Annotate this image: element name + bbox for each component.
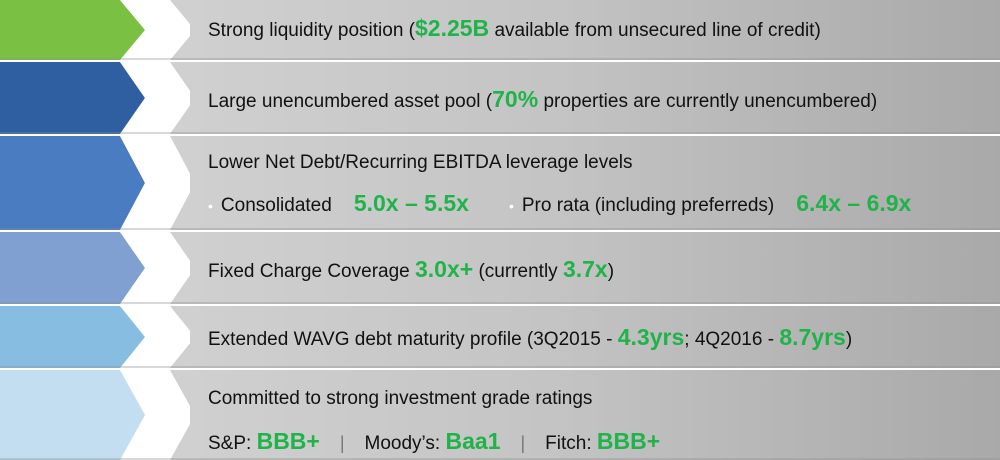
row-unencumbered: Large unencumbered asset pool (70% prope… — [0, 62, 1000, 134]
pro-rata-value: 6.4x – 6.9x — [796, 190, 912, 216]
maturity-text: Extended WAVG debt maturity profile (3Q2… — [208, 324, 853, 350]
chevron-arrow-icon — [0, 306, 190, 368]
fitch-label: Fitch: — [545, 433, 597, 454]
sp-label: S&P: — [208, 433, 257, 454]
unencumbered-percent: 70% — [492, 86, 539, 112]
consolidated-label: Consolidated — [220, 195, 332, 216]
row-leverage: Lower Net Debt/Recurring EBITDA leverage… — [0, 136, 1000, 230]
row-liquidity: Strong liquidity position ($2.25B availa… — [0, 0, 1000, 60]
moodys-rating: Baa1 — [445, 428, 501, 454]
maturity-2015: 4.3yrs — [617, 324, 685, 350]
maturity-2016: 8.7yrs — [779, 324, 846, 350]
unencumbered-text: Large unencumbered asset pool (70% prope… — [208, 86, 878, 112]
leverage-heading: Lower Net Debt/Recurring EBITDA leverage… — [208, 152, 633, 173]
chevron-arrow-icon — [0, 232, 190, 304]
row-fixed-charge: Fixed Charge Coverage 3.0x+ (currently 3… — [0, 232, 1000, 304]
chevron-arrow-icon — [0, 0, 190, 60]
chevron-arrow-icon — [0, 370, 190, 460]
fixed-charge-text: Fixed Charge Coverage 3.0x+ (currently 3… — [208, 256, 615, 282]
ratings-list: S&P: BBB+ | Moody’s: Baa1 | Fitch: BBB+ — [208, 428, 661, 454]
row-ratings: Committed to strong investment grade rat… — [0, 370, 1000, 460]
moodys-label: Moody’s: — [364, 433, 446, 454]
row-maturity: Extended WAVG debt maturity profile (3Q2… — [0, 306, 1000, 368]
sp-rating: BBB+ — [256, 428, 320, 454]
fitch-rating: BBB+ — [596, 428, 661, 454]
ratings-heading: Committed to strong investment grade rat… — [208, 388, 593, 409]
pro-rata-label: Pro rata (including preferreds) — [521, 195, 775, 216]
fixed-charge-target: 3.0x+ — [415, 256, 474, 282]
leverage-details: • Consolidated 5.0x – 5.5x • Pro rata (inclu… — [208, 190, 912, 216]
chevron-arrow-icon — [0, 136, 190, 230]
liquidity-amount: $2.25B — [415, 15, 490, 41]
liquidity-text: Strong liquidity position ($2.25B availa… — [208, 15, 821, 41]
fixed-charge-current: 3.7x — [562, 256, 608, 282]
chevron-arrow-icon — [0, 62, 190, 134]
consolidated-value: 5.0x – 5.5x — [353, 190, 469, 216]
